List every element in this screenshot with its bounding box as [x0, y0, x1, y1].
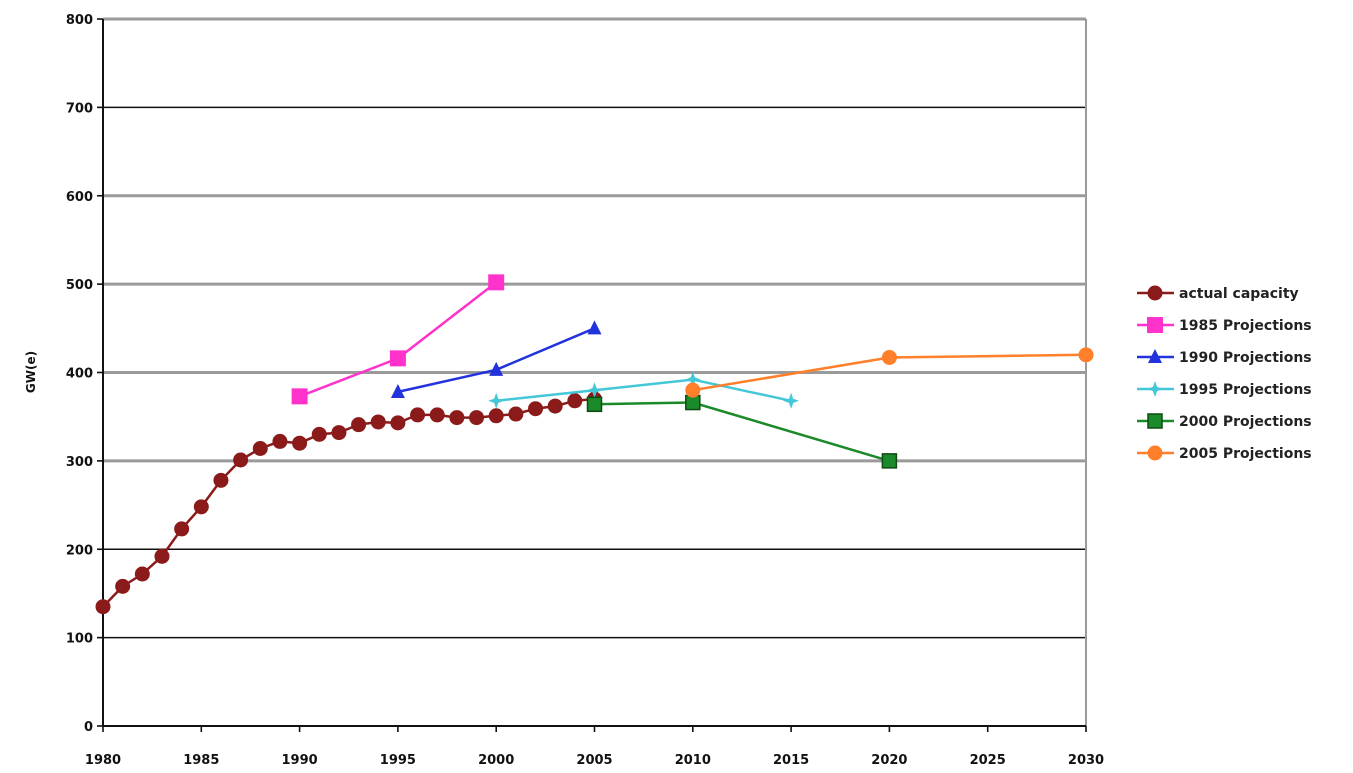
data-point: [528, 401, 544, 417]
series-line: [102, 397, 595, 608]
x-tick-label: 2015: [773, 753, 809, 768]
data-point: [233, 452, 249, 468]
data-point: [390, 415, 406, 431]
x-tick-label: 2010: [675, 753, 711, 768]
data-point: [488, 392, 505, 409]
x-tick-label: 2025: [970, 753, 1006, 768]
series-1990-projections: [390, 320, 602, 398]
data-point: [684, 371, 701, 388]
legend: actual capacity 1985 Projections 1990 Proj…: [1137, 285, 1312, 462]
data-point: [174, 521, 190, 537]
y-tick-label: 300: [66, 455, 93, 470]
data-point: [1147, 381, 1163, 397]
data-point: [567, 393, 583, 409]
legend-label: actual capacity: [1179, 286, 1299, 302]
legend-entry: 2000 Projections: [1137, 413, 1312, 430]
series-group: [95, 274, 1094, 615]
legend-label: 2005 Projections: [1179, 446, 1312, 462]
data-point: [1078, 347, 1094, 363]
data-point: [272, 433, 288, 449]
y-tick-label: 100: [66, 632, 93, 647]
y-tick-label: 200: [66, 543, 93, 558]
y-tick-label: 600: [66, 190, 93, 205]
series-line: [299, 281, 497, 398]
legend-entry: 1985 Projections: [1137, 317, 1312, 334]
series-2000-projections: [586, 394, 898, 469]
y-axis-title: GW(e): [24, 351, 38, 393]
data-point: [410, 407, 426, 423]
legend-entry: 1995 Projections: [1137, 381, 1312, 398]
data-point: [292, 435, 308, 451]
x-tick-label: 2005: [576, 753, 612, 768]
series-2005-projections: [685, 347, 1094, 398]
data-point: [370, 414, 386, 430]
x-tick-label: 2020: [871, 753, 907, 768]
x-tick-label: 1990: [282, 753, 318, 768]
x-tick-label: 2000: [478, 753, 514, 768]
legend-label: 1990 Projections: [1179, 350, 1312, 366]
series-line: [397, 327, 595, 394]
series-1995-projections: [488, 371, 800, 409]
legend-label: 1995 Projections: [1179, 382, 1312, 398]
x-tick-label: 1985: [183, 753, 219, 768]
data-point: [331, 425, 347, 441]
data-point: [213, 472, 229, 488]
x-tick-label: 1980: [85, 753, 121, 768]
y-tick-label: 400: [66, 367, 93, 382]
data-point: [115, 578, 131, 594]
data-point: [389, 350, 406, 367]
data-point: [685, 382, 701, 398]
y-tick-label: 0: [84, 720, 93, 735]
data-point: [783, 392, 800, 409]
data-point: [252, 441, 268, 457]
data-point: [291, 388, 308, 405]
data-point: [193, 499, 209, 515]
data-point: [154, 548, 170, 564]
data-point: [881, 453, 898, 469]
data-point: [449, 410, 465, 426]
data-point: [586, 382, 603, 399]
data-point: [1147, 445, 1163, 461]
data-point: [508, 406, 524, 422]
data-point: [488, 408, 504, 424]
data-point: [95, 599, 111, 615]
data-point: [390, 383, 405, 398]
legend-label: 1985 Projections: [1179, 318, 1312, 334]
series-actual-capacity: [95, 391, 602, 615]
series-1985-projections: [291, 274, 505, 405]
y-tick-label: 800: [66, 13, 93, 28]
legend-entry: 1990 Projections: [1137, 349, 1312, 366]
data-point: [134, 566, 150, 582]
data-point: [351, 417, 367, 433]
legend-label: 2000 Projections: [1179, 414, 1312, 430]
legend-entry: 2005 Projections: [1137, 445, 1312, 462]
x-axis-ticks: 1980 1985 1990 1995 2000 2005 2010 2015 2020 2025…: [85, 726, 1104, 768]
series-line: [594, 401, 890, 463]
data-point: [488, 274, 505, 291]
grid: [103, 17, 1086, 639]
legend-entry: actual capacity: [1137, 285, 1299, 302]
y-tick-label: 700: [66, 101, 93, 116]
data-point: [1147, 317, 1163, 333]
data-point: [881, 349, 897, 365]
series-line: [496, 378, 792, 403]
y-axis-ticks: 0 100 200 300 400 500 600 700 800: [66, 13, 103, 735]
data-point: [586, 396, 603, 413]
data-point: [547, 398, 563, 414]
data-point: [429, 407, 445, 423]
data-point: [469, 410, 485, 426]
data-point: [489, 361, 504, 376]
data-point: [1148, 349, 1162, 363]
data-point: [311, 426, 327, 442]
y-tick-label: 500: [66, 278, 93, 293]
data-point: [587, 320, 602, 335]
data-point: [1147, 413, 1163, 429]
x-tick-label: 2030: [1068, 753, 1104, 768]
x-tick-label: 1995: [380, 753, 416, 768]
data-point: [1147, 285, 1163, 301]
